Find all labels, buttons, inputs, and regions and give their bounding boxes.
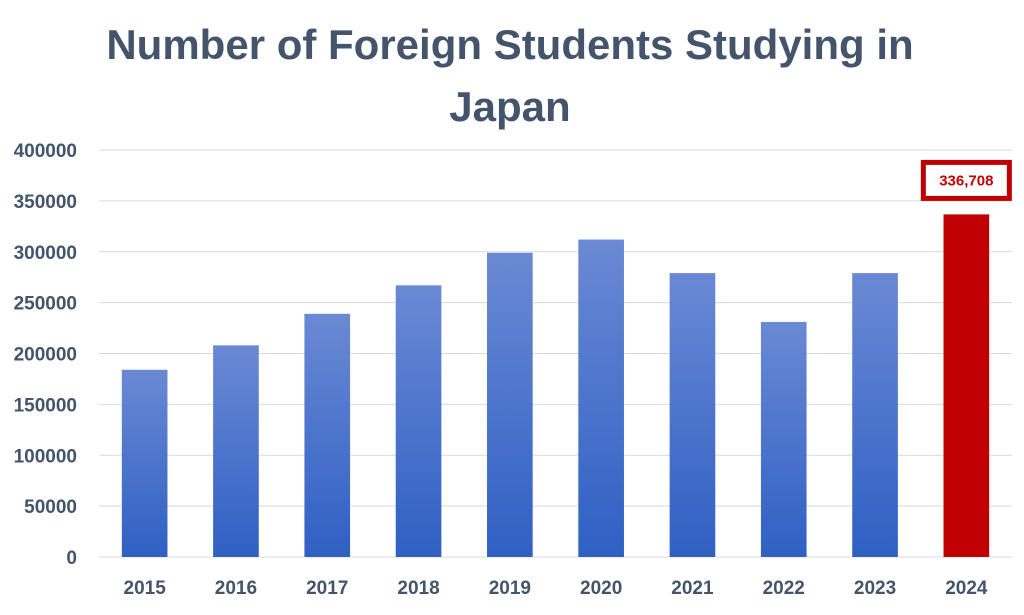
bar-2016 [213,345,259,557]
bar-2021 [669,273,716,557]
y-tick-label: 300000 [14,243,77,264]
bar-2022 [760,321,807,557]
bar-2019 [487,252,533,557]
y-tick-label: 50000 [24,497,77,518]
y-tick-label: 250000 [14,294,77,315]
bar-2015 [121,369,168,557]
x-tick-label: 2022 [763,578,805,599]
x-tick-label: 2023 [854,578,896,599]
data-label-box [920,159,1012,201]
x-tick-label: 2016 [215,578,257,599]
bar-2020 [578,239,624,558]
bar-2017 [304,313,351,557]
y-tick-label: 100000 [14,446,77,467]
y-tick-label: 0 [66,548,77,569]
x-axis-ticks: 2015 2016 2017 2018 2019 2020 2021 2022 2023 2024 [124,578,988,599]
x-tick-label: 2015 [124,578,167,599]
data-label: 336,708 [939,172,993,189]
y-axis-ticks: 0 50000 100000 150000 200000 250000 300000 3500… [14,141,77,569]
annotations: 336,708 [920,159,1012,201]
y-tick-label: 350000 [14,192,77,213]
bar-2023 [852,273,898,557]
y-tick-label: 200000 [14,345,77,366]
x-tick-label: 2021 [671,578,714,599]
bar-2024 [943,214,990,558]
bars [121,214,990,558]
x-tick-label: 2020 [580,578,622,599]
x-tick-label: 2019 [489,578,531,599]
x-tick-label: 2018 [397,578,439,599]
x-tick-label: 2017 [306,578,348,599]
chart-title: Number of Foreign Students Studying in J… [106,21,914,130]
y-tick-label: 400000 [14,141,77,162]
y-tick-label: 150000 [14,395,77,416]
bar-2018 [395,285,442,557]
x-tick-label: 2024 [945,578,988,599]
